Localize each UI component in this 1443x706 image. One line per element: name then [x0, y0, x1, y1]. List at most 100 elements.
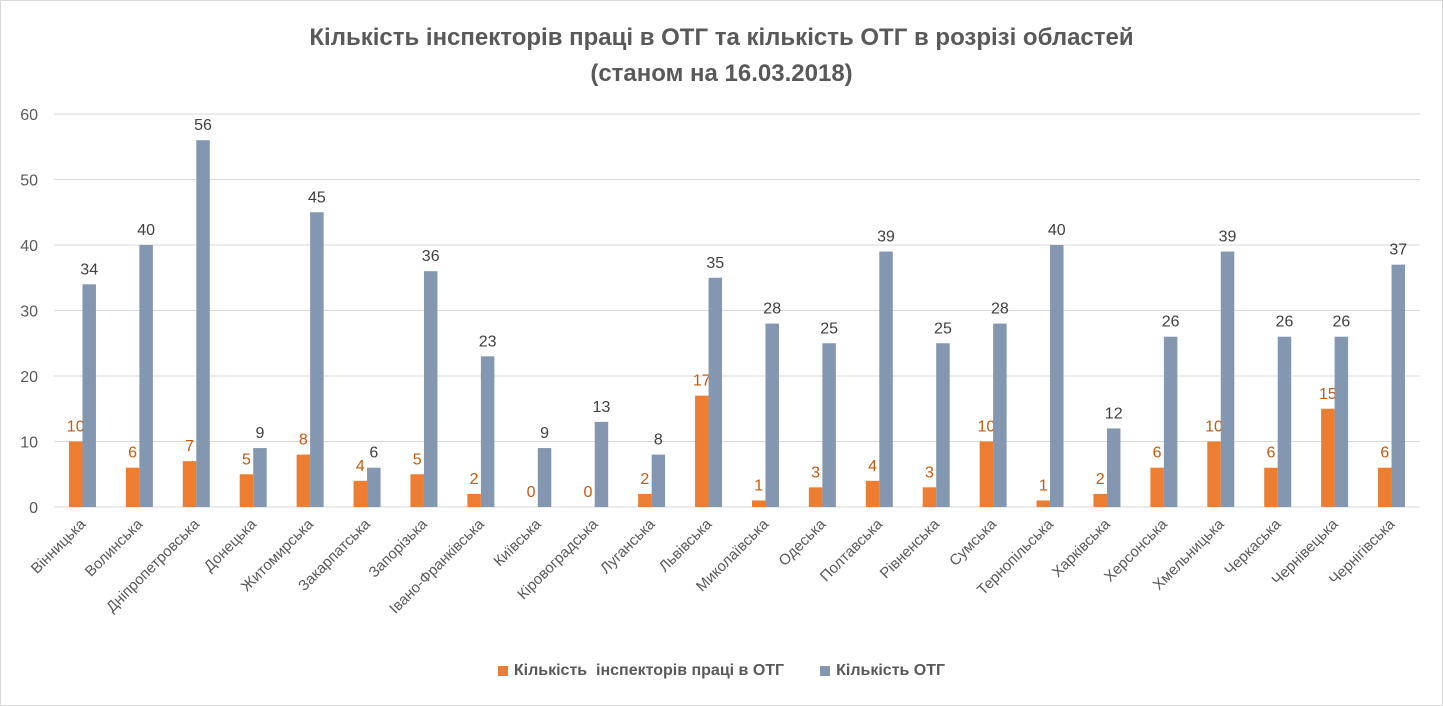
data-label: 26	[1162, 314, 1180, 331]
bar-otg	[1220, 251, 1235, 507]
x-tick-label: Івано-Франківська	[386, 515, 488, 617]
bar-inspectors	[182, 461, 197, 507]
data-label: 10	[977, 419, 995, 436]
bar-inspectors	[1321, 408, 1335, 507]
bar-inspectors	[979, 441, 994, 507]
y-tick-label: 40	[20, 238, 38, 255]
data-label: 40	[137, 222, 155, 239]
data-label: 5	[413, 451, 422, 468]
bar-inspectors	[125, 467, 140, 507]
bar-otg	[594, 421, 609, 507]
chart-subtitle: (станом на 16.03.2018)	[590, 60, 853, 87]
data-label: 10	[1205, 419, 1223, 436]
x-tick-label: Луганська	[597, 515, 659, 577]
x-tick-label: Рівненська	[877, 515, 944, 582]
bar-otg	[708, 277, 723, 507]
data-label: 13	[593, 399, 611, 416]
bar-otg	[139, 245, 153, 507]
bar-otg	[1163, 336, 1178, 507]
data-label: 2	[1096, 471, 1105, 488]
data-label: 37	[1389, 242, 1407, 259]
bar-inspectors	[751, 500, 766, 507]
bar-otg	[367, 467, 381, 507]
data-label: 6	[369, 445, 378, 462]
y-tick-label: 60	[20, 107, 38, 124]
bar-otg	[1277, 336, 1292, 507]
data-label: 12	[1105, 405, 1123, 422]
data-label: 26	[1276, 314, 1294, 331]
bar-inspectors	[467, 493, 481, 507]
data-label: 0	[584, 484, 593, 501]
bar-otg	[253, 448, 267, 507]
bar-inspectors	[1264, 467, 1278, 507]
data-label: 39	[1219, 229, 1237, 246]
data-label: 45	[308, 189, 326, 206]
data-label: 2	[640, 471, 649, 488]
data-label: 3	[925, 464, 934, 481]
data-label: 6	[1267, 445, 1276, 462]
data-label: 2	[470, 471, 479, 488]
legend: Кількість інспекторів праці в ОТГ Кількі…	[0, 662, 1443, 680]
bar-inspectors	[695, 395, 709, 507]
data-label: 6	[1153, 445, 1162, 462]
data-label: 34	[80, 261, 98, 278]
bar-otg	[1106, 428, 1121, 507]
y-tick-label: 50	[20, 173, 38, 190]
data-label: 3	[811, 464, 820, 481]
data-label: 56	[194, 117, 212, 134]
bar-otg	[310, 212, 324, 507]
data-label: 28	[763, 301, 781, 318]
data-label: 25	[934, 320, 952, 337]
data-label: 6	[128, 445, 137, 462]
y-tick-label: 30	[20, 304, 38, 321]
data-label: 40	[1048, 222, 1066, 239]
x-tick-label: Одеська	[775, 515, 829, 569]
bar-inspectors	[808, 487, 823, 507]
data-label: 4	[868, 458, 877, 475]
bar-inspectors	[296, 454, 311, 507]
bar-inspectors	[410, 474, 424, 507]
bar-otg	[82, 284, 96, 507]
data-label: 0	[527, 484, 536, 501]
x-tick-label: Полтавська	[817, 515, 887, 585]
bar-otg	[423, 271, 438, 507]
data-label: 1	[754, 477, 763, 494]
x-tick-label: Київська	[490, 515, 545, 570]
y-tick-label: 0	[29, 500, 38, 517]
data-label: 25	[820, 320, 838, 337]
data-label: 5	[242, 451, 251, 468]
x-tick-label: Донецька	[201, 515, 261, 575]
bar-otg	[1050, 245, 1064, 507]
data-label: 1	[1039, 477, 1048, 494]
data-label: 35	[706, 255, 724, 272]
bar-inspectors	[1378, 467, 1392, 507]
bar-inspectors	[922, 487, 937, 507]
legend-label: Кількість інспекторів праці в ОТГ	[513, 662, 785, 679]
y-tick-label: 10	[20, 435, 38, 452]
bar-otg	[196, 140, 210, 507]
data-label: 9	[256, 425, 265, 442]
bar-otg	[936, 343, 950, 507]
x-tick-label: Львівська	[656, 515, 716, 575]
bar-inspectors	[68, 441, 83, 507]
bar-otg	[651, 454, 666, 507]
bar-otg	[480, 356, 495, 507]
bar-otg	[879, 251, 893, 507]
bar-inspectors	[1036, 500, 1051, 507]
x-tick-label: Дніпропетровська	[103, 515, 203, 615]
data-label: 17	[693, 373, 711, 390]
legend-label: Кількість ОТГ	[836, 662, 946, 679]
chart-title: Кількість інспекторів праці в ОТГ та кіл…	[309, 24, 1134, 51]
y-tick-label: 20	[20, 369, 38, 386]
data-label: 8	[299, 432, 308, 449]
bar-otg	[993, 323, 1007, 507]
x-tick-label: Вінницька	[28, 515, 90, 577]
bar-inspectors	[865, 480, 880, 507]
data-label: 28	[991, 301, 1009, 318]
data-label: 8	[654, 432, 663, 449]
bar-inspectors	[239, 474, 254, 507]
legend-swatch-blue	[820, 666, 831, 676]
data-label: 7	[185, 438, 194, 455]
legend-item-otg: Кількість ОТГ	[820, 662, 945, 680]
